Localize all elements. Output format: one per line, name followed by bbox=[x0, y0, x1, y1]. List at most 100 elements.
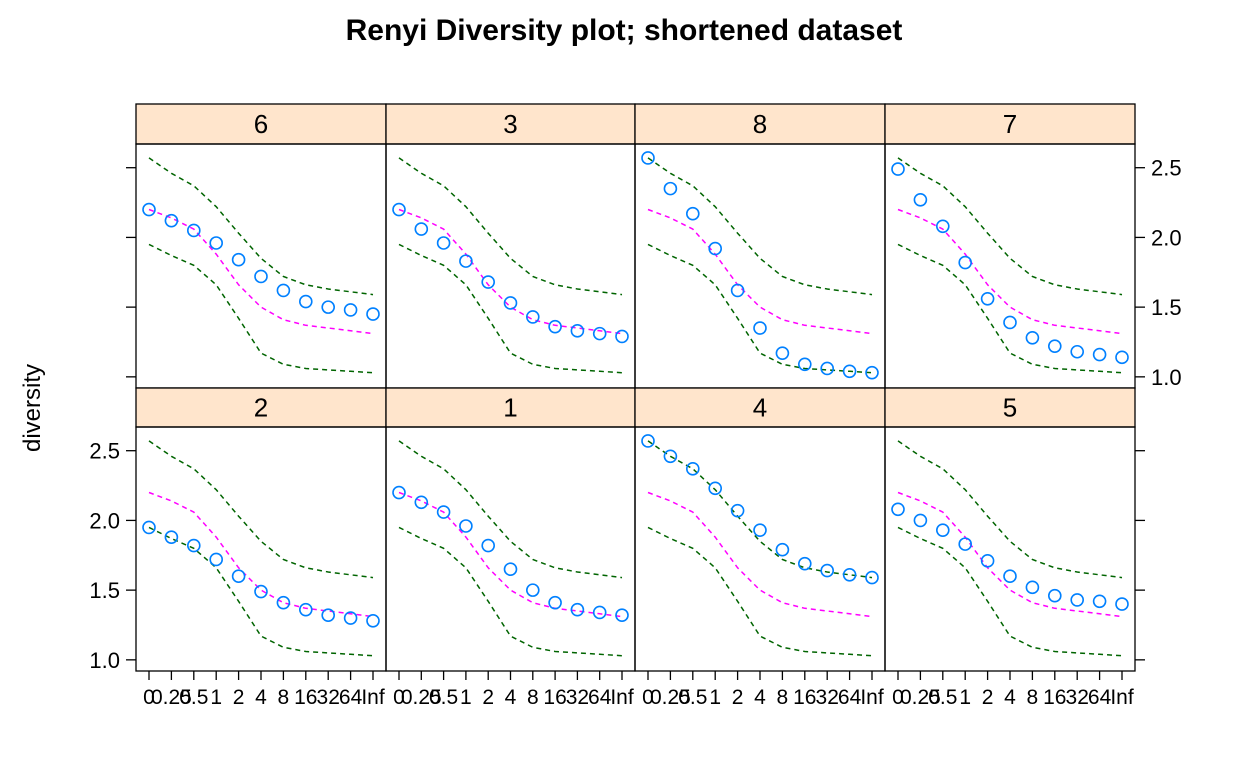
data-point bbox=[1070, 593, 1084, 607]
x-tick-label: 8 bbox=[777, 686, 789, 709]
x-tick-label: 1 bbox=[959, 686, 971, 709]
panel-frame bbox=[634, 426, 886, 672]
panel-frame bbox=[135, 143, 387, 389]
x-tick-label: 16 bbox=[294, 686, 317, 709]
mean-reference-line bbox=[647, 491, 873, 618]
mean-reference-line bbox=[398, 208, 623, 335]
data-point bbox=[1070, 344, 1084, 359]
data-point bbox=[298, 294, 313, 309]
x-tick-label: 4 bbox=[754, 686, 766, 709]
data-point bbox=[459, 519, 473, 533]
data-point bbox=[775, 346, 790, 360]
x-tick-label: 0 bbox=[143, 686, 155, 709]
data-point bbox=[343, 303, 358, 317]
data-point bbox=[592, 326, 607, 341]
y-tick-label: 1.5 bbox=[89, 578, 120, 603]
x-tick-label: 1 bbox=[210, 686, 222, 709]
panel-strip bbox=[135, 103, 387, 145]
data-point bbox=[392, 202, 406, 217]
data-point bbox=[503, 562, 518, 577]
x-tick-label: 4 bbox=[255, 686, 267, 709]
data-point bbox=[503, 296, 518, 310]
x-tick-label: 0.25 bbox=[401, 686, 442, 709]
x-tick-label: 0.5 bbox=[179, 686, 208, 709]
panel-strip-label: 1 bbox=[503, 393, 517, 423]
panel-strip-label: 8 bbox=[753, 109, 767, 139]
data-point bbox=[615, 329, 629, 344]
panel-frame bbox=[385, 426, 636, 672]
data-point bbox=[730, 283, 745, 298]
data-point bbox=[142, 202, 156, 217]
panel-7: 7 bbox=[884, 103, 1136, 389]
x-tick-label: 0 bbox=[892, 686, 904, 709]
x-tick-label: 8 bbox=[527, 686, 539, 709]
upper-reference-line bbox=[647, 157, 873, 296]
x-tick-label: Inf bbox=[1110, 686, 1134, 709]
x-tick-label: 0.5 bbox=[678, 686, 707, 709]
panel-strip-label: 4 bbox=[753, 393, 767, 423]
lower-reference-line bbox=[897, 526, 1123, 657]
data-point bbox=[708, 481, 723, 496]
x-tick-label: Inf bbox=[610, 686, 634, 709]
data-point bbox=[820, 563, 835, 578]
data-point bbox=[842, 567, 857, 582]
chart-title: Renyi Diversity plot; shortened dataset bbox=[345, 14, 903, 47]
mean-reference-line bbox=[647, 208, 873, 335]
data-point bbox=[797, 556, 812, 571]
x-tick-label: 8 bbox=[278, 686, 290, 709]
data-point bbox=[797, 357, 812, 372]
upper-reference-line bbox=[647, 440, 873, 579]
data-point bbox=[187, 538, 201, 553]
data-point bbox=[935, 219, 950, 234]
x-tick-label: 64 bbox=[1088, 686, 1112, 709]
x-tick-label: 0.25 bbox=[900, 686, 941, 709]
x-tick-label: 1 bbox=[709, 686, 721, 709]
data-point bbox=[570, 602, 585, 617]
data-point bbox=[753, 523, 767, 537]
data-point bbox=[913, 192, 928, 207]
x-tick-label: 4 bbox=[1004, 686, 1016, 709]
data-point bbox=[1003, 569, 1017, 583]
data-point bbox=[685, 206, 700, 221]
x-tick-label: 32 bbox=[1066, 686, 1089, 709]
data-point bbox=[685, 462, 700, 476]
data-point bbox=[753, 321, 767, 335]
data-point bbox=[164, 213, 179, 228]
data-point bbox=[1025, 580, 1040, 595]
data-point bbox=[366, 614, 380, 628]
data-point bbox=[343, 611, 358, 625]
x-tick-label: 2 bbox=[732, 686, 744, 709]
data-point bbox=[276, 595, 291, 610]
panel-frame bbox=[385, 143, 636, 389]
data-point bbox=[592, 605, 607, 620]
panel-frame bbox=[135, 426, 387, 672]
data-point bbox=[436, 236, 451, 250]
data-point bbox=[891, 502, 905, 517]
data-point bbox=[820, 361, 835, 376]
panel-strip-label: 3 bbox=[503, 109, 517, 139]
data-point bbox=[209, 236, 223, 250]
data-point bbox=[1115, 350, 1129, 365]
data-point bbox=[641, 151, 655, 165]
upper-reference-line bbox=[148, 157, 374, 296]
panel-strip-label: 7 bbox=[1003, 109, 1017, 139]
panel-frame bbox=[884, 426, 1136, 672]
upper-reference-line bbox=[398, 157, 623, 296]
panel-frame bbox=[884, 143, 1136, 389]
lower-reference-line bbox=[647, 243, 873, 374]
data-point bbox=[865, 570, 879, 585]
data-point bbox=[842, 364, 857, 379]
data-point bbox=[935, 523, 950, 537]
data-point bbox=[276, 283, 291, 298]
data-point bbox=[958, 537, 973, 551]
data-point bbox=[641, 434, 655, 448]
panel-strip bbox=[884, 387, 1136, 428]
x-tick-label: 0 bbox=[642, 686, 654, 709]
x-tick-label: 0.25 bbox=[151, 686, 192, 709]
x-tick-label: 1 bbox=[460, 686, 472, 709]
panel-5: 5 bbox=[884, 387, 1136, 672]
data-point bbox=[1048, 339, 1062, 353]
panel-frame bbox=[634, 143, 886, 389]
panel-strip bbox=[634, 387, 886, 428]
